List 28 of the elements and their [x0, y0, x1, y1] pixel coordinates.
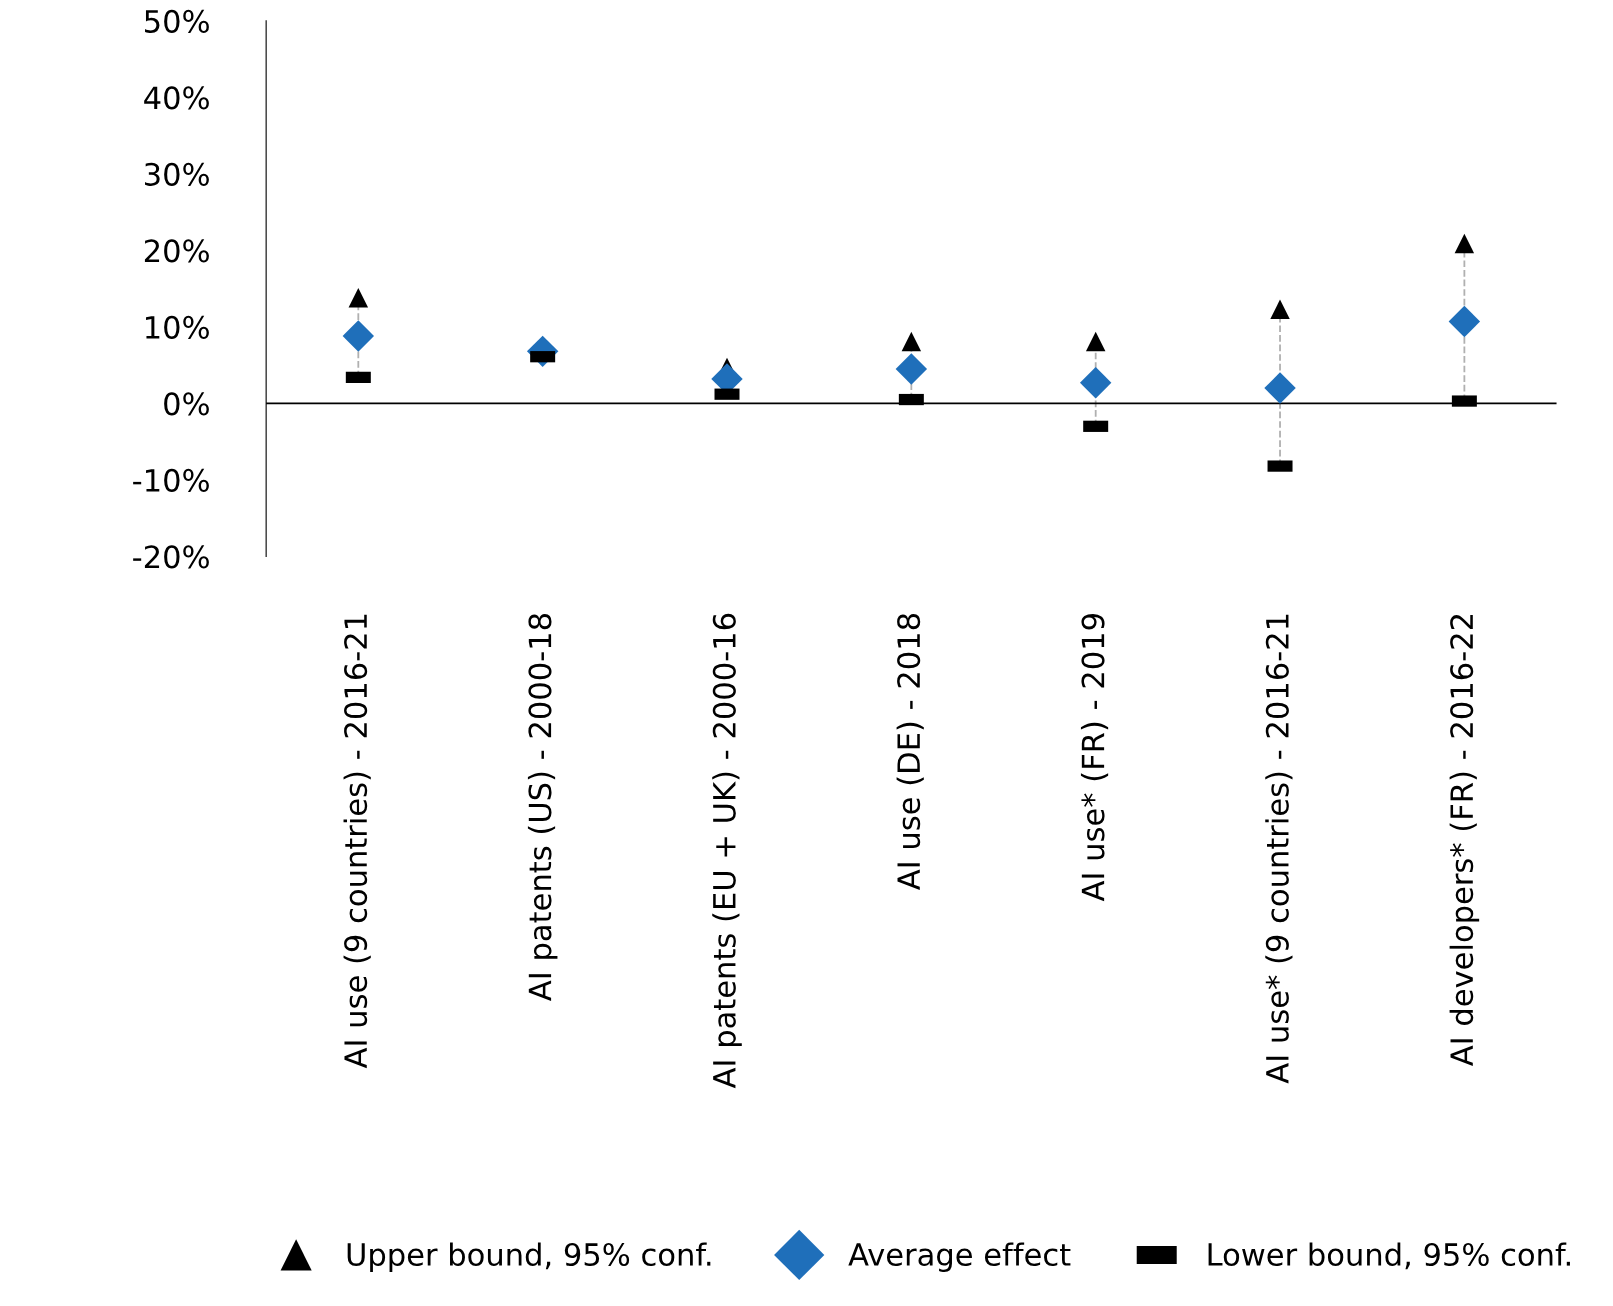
- point: [1264, 372, 1296, 404]
- point: [1270, 299, 1290, 319]
- legend-label: Lower bound, 95% conf.: [1208, 1242, 1570, 1270]
- point: [348, 288, 369, 308]
- y-tick-label: 40%: [144, 86, 209, 110]
- x-tick-label: AI use* (9 countries) - 2016-21: [1265, 614, 1293, 1084]
- legend-label: Average effect: [848, 1242, 1071, 1272]
- y-tick-label: 30%: [145, 162, 209, 186]
- y-tick-label: 0%: [164, 392, 209, 416]
- y-tick-label: 50%: [145, 9, 209, 33]
- x-tick-label: AI patents (US) - 2000-18: [527, 614, 558, 1001]
- x-tick-label: AI use* (FR) - 2019: [1080, 614, 1109, 902]
- legend-label: Upper bound, 95% conf.: [347, 1242, 711, 1272]
- x-tick-label: AI use (9 countries) - 2016-21: [343, 614, 371, 1069]
- point: [895, 353, 928, 385]
- x-tick-label: AI use (DE) - 2018: [896, 614, 924, 890]
- point: [1448, 305, 1481, 338]
- y-tick-label: 20%: [144, 239, 209, 263]
- point: [1454, 233, 1475, 254]
- y-tick-label: 10%: [146, 315, 209, 339]
- point: [901, 331, 922, 352]
- point: [1079, 367, 1112, 399]
- y-tick-label: -10%: [133, 468, 209, 492]
- point: [342, 320, 375, 352]
- y-tick-label: -20%: [133, 545, 209, 569]
- point: [1085, 331, 1106, 352]
- x-tick-label: AI patents (EU + UK) - 2000-16: [712, 613, 742, 1089]
- x-tick-label: AI developers* (FR) - 2016-22: [1449, 614, 1480, 1066]
